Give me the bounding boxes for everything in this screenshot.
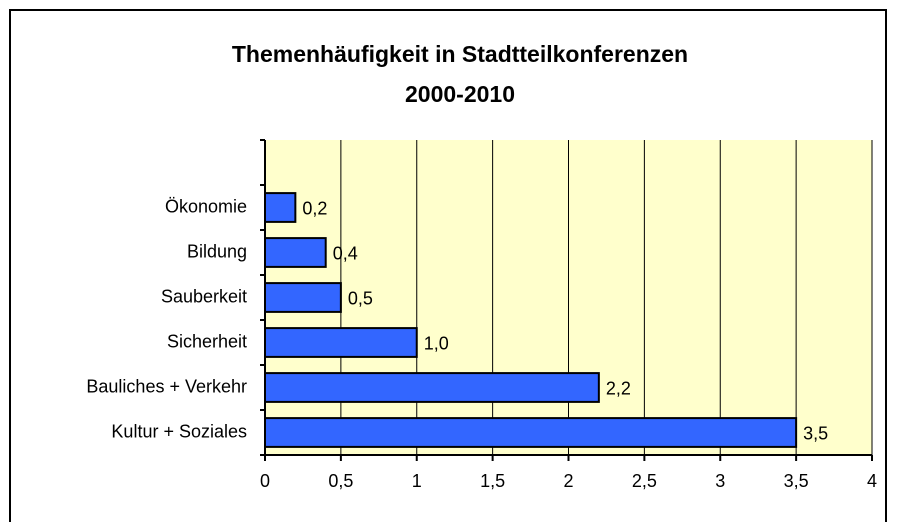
- x-tick-label: 3: [715, 471, 725, 491]
- bar: [264, 282, 342, 313]
- x-tick-label: 1: [412, 471, 422, 491]
- bar: [264, 372, 600, 403]
- x-tick-label: 1,5: [480, 471, 505, 491]
- data-label: 2,2: [606, 378, 631, 398]
- x-tick-label: 3,5: [784, 471, 809, 491]
- bar: [264, 417, 798, 448]
- chart-title: Themenhäufigkeit in Stadtteilkonferenzen: [232, 41, 688, 67]
- bar: [264, 327, 418, 358]
- x-tick-label: 4: [867, 471, 877, 491]
- data-label: 1,0: [424, 333, 449, 353]
- y-tick-label: Kultur + Soziales: [111, 421, 247, 441]
- x-tick-label: 2,5: [632, 471, 657, 491]
- data-label: 3,5: [803, 423, 828, 443]
- data-label: 0,5: [348, 288, 373, 308]
- y-tick-label: Bauliches + Verkehr: [86, 376, 247, 396]
- x-tick-label: 0,5: [328, 471, 353, 491]
- data-label: 0,4: [333, 243, 358, 263]
- y-tick-label: Ökonomie: [165, 196, 247, 216]
- chart-subtitle: 2000-2010: [405, 81, 515, 107]
- bar: [264, 237, 327, 268]
- x-tick-label: 0: [260, 471, 270, 491]
- y-tick-label: Sauberkeit: [161, 286, 247, 306]
- bar: [264, 192, 297, 223]
- data-label: 0,2: [302, 198, 327, 218]
- x-tick-label: 2: [563, 471, 573, 491]
- y-tick-label: Sicherheit: [167, 331, 247, 351]
- y-tick-label: Bildung: [187, 241, 247, 261]
